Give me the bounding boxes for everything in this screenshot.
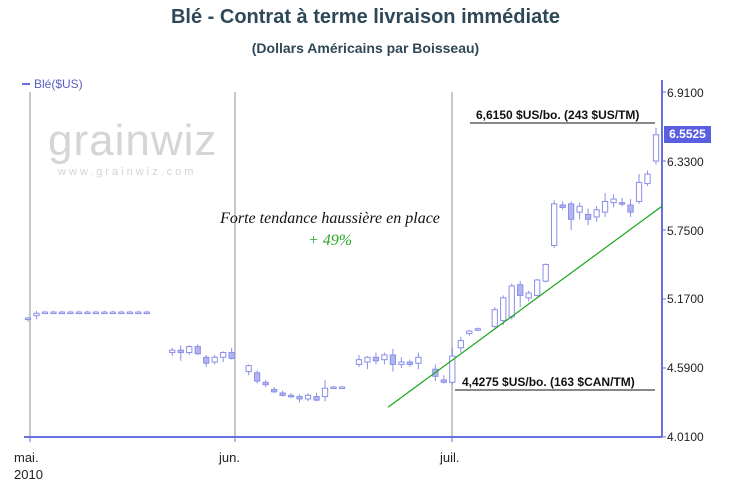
candle-body bbox=[440, 379, 447, 383]
candle-body bbox=[415, 356, 422, 364]
candle-body bbox=[92, 311, 100, 315]
candle-body bbox=[551, 203, 558, 246]
chart-subtitle: (Dollars Américains par Boisseau) bbox=[251, 40, 480, 56]
y-tick-label: 5.1700 bbox=[667, 292, 704, 306]
candle-body bbox=[245, 365, 252, 373]
candle-body bbox=[321, 387, 329, 398]
candle-body bbox=[220, 352, 227, 358]
x-tick-sublabel: 2010 bbox=[14, 467, 43, 482]
candle-body bbox=[491, 309, 498, 327]
candle-body bbox=[568, 203, 575, 220]
watermark-logo: grainwiz bbox=[48, 116, 218, 165]
candle-body bbox=[58, 311, 66, 315]
candle-body bbox=[270, 388, 278, 393]
candle-body bbox=[576, 205, 583, 213]
candle-body bbox=[644, 173, 651, 185]
y-tick-label: 6.9100 bbox=[667, 86, 704, 100]
candle-body bbox=[618, 202, 626, 205]
candle-body bbox=[296, 396, 303, 400]
candle-body bbox=[287, 394, 295, 398]
last-price-badge: 6.5525 bbox=[664, 126, 711, 143]
candle-body bbox=[635, 181, 643, 202]
candle-body bbox=[143, 311, 150, 315]
candle-body bbox=[228, 352, 235, 359]
candle-body bbox=[466, 330, 473, 335]
y-tick-label: 4.5900 bbox=[667, 361, 704, 375]
candle-body bbox=[559, 204, 566, 208]
candle-body bbox=[84, 311, 91, 315]
candle-body bbox=[67, 311, 74, 315]
candle-body bbox=[177, 349, 184, 354]
candle-body bbox=[474, 328, 481, 331]
legend[interactable]: Blé($US) bbox=[22, 77, 83, 91]
candle-body bbox=[542, 264, 549, 282]
candle-body bbox=[75, 311, 83, 315]
candle-body bbox=[500, 297, 507, 321]
candle-body bbox=[50, 311, 57, 315]
candle-body bbox=[381, 354, 388, 361]
candle-body bbox=[610, 198, 617, 204]
candle-body bbox=[338, 386, 346, 390]
candle-body bbox=[389, 354, 397, 365]
legend-label: Blé($US) bbox=[34, 77, 83, 91]
legend-swatch bbox=[22, 83, 30, 85]
candle-body bbox=[262, 381, 269, 386]
chart-title: Blé - Contrat à terme livraison immédiat… bbox=[170, 6, 560, 28]
candle-body bbox=[364, 356, 371, 363]
trendline bbox=[387, 205, 663, 408]
candle-body bbox=[517, 284, 524, 296]
annotation-low-price: 4,4275 $US/bo. (163 $CAN/TM) bbox=[462, 375, 635, 389]
candle-body bbox=[449, 355, 456, 383]
candle-body bbox=[109, 311, 116, 315]
y-tick-label: 6.3300 bbox=[667, 155, 704, 169]
candle-body bbox=[211, 356, 218, 363]
x-tick-label: mai. bbox=[14, 450, 39, 465]
candle-body bbox=[525, 292, 532, 299]
annotation-trend: Forte tendance haussière en place bbox=[220, 210, 440, 227]
candle-body bbox=[126, 311, 133, 315]
candle-body bbox=[627, 204, 634, 213]
candle-body bbox=[372, 356, 380, 362]
y-tick-label: 4.0100 bbox=[667, 430, 704, 444]
annotation-percent: + 49% bbox=[307, 232, 353, 249]
candle-body bbox=[304, 394, 312, 400]
candle-body bbox=[279, 392, 286, 396]
candle-body bbox=[534, 279, 541, 296]
candle-body bbox=[508, 285, 515, 318]
candle-body bbox=[101, 311, 108, 315]
candle-body bbox=[41, 311, 49, 315]
candle-body bbox=[24, 317, 32, 321]
candle-body bbox=[313, 396, 320, 401]
x-tick-label: juil. bbox=[440, 450, 460, 465]
candle-body bbox=[601, 200, 609, 213]
candle-body bbox=[457, 340, 464, 349]
candle-body bbox=[406, 361, 414, 365]
candle-body bbox=[652, 134, 660, 162]
annotation-high-price: 6,6150 $US/bo. (243 $US/TM) bbox=[476, 108, 640, 122]
candle-body bbox=[398, 361, 405, 365]
y-tick-label: 5.7500 bbox=[667, 224, 704, 238]
candle-body bbox=[186, 346, 193, 354]
x-tick-label: jun. bbox=[219, 450, 240, 465]
candle-body bbox=[33, 312, 40, 317]
candle-body bbox=[118, 311, 125, 315]
candle-body bbox=[355, 359, 363, 365]
candle-body bbox=[194, 346, 201, 355]
candle-body bbox=[135, 311, 142, 315]
candle-body bbox=[330, 386, 337, 390]
candle-body bbox=[584, 214, 592, 220]
candle-body bbox=[254, 372, 261, 382]
watermark-url: www.grainwiz.com bbox=[58, 166, 197, 178]
candle-body bbox=[593, 209, 600, 218]
candle-body bbox=[169, 349, 176, 354]
candle-body bbox=[203, 356, 210, 364]
